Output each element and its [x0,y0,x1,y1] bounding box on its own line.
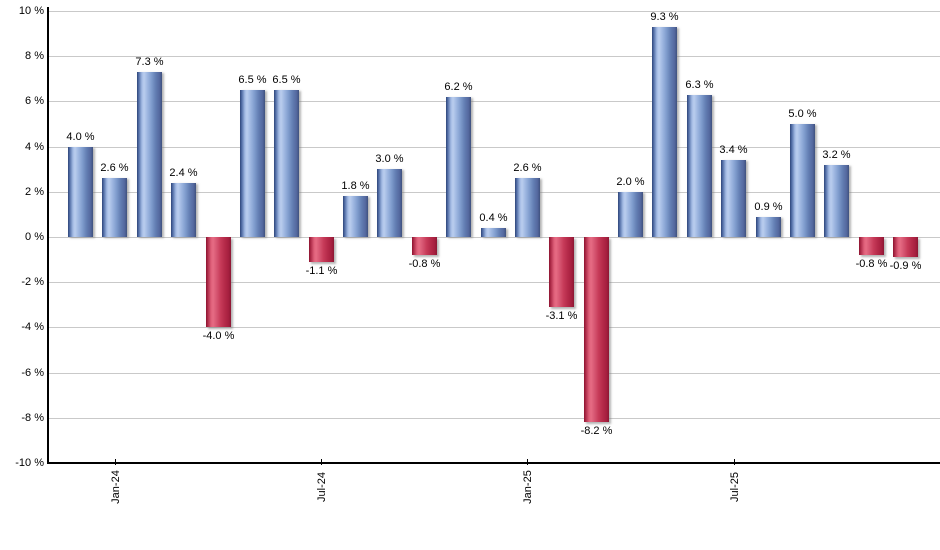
negative-bar [549,237,574,307]
negative-bar [584,237,609,422]
bar-value-label: -0.9 % [889,260,922,272]
y-tick-label: -10 % [15,457,44,469]
positive-bar [68,147,93,237]
gridline [48,282,940,283]
gridline [48,237,940,238]
y-tick-label: 8 % [25,50,44,62]
positive-bar [137,72,162,237]
y-tick-label: -6 % [21,367,44,379]
gridline [48,11,940,12]
negative-bar [893,237,918,257]
y-tick-label: -4 % [21,321,44,333]
bar-value-label: 2.0 % [616,176,645,188]
bar-value-label: 2.6 % [513,162,542,174]
bar-value-label: 0.9 % [754,201,783,213]
positive-bar [240,90,265,237]
positive-bar [824,165,849,237]
positive-bar [481,228,506,237]
negative-bar [859,237,884,255]
positive-bar [790,124,815,237]
positive-bar [652,27,677,237]
positive-bar [515,178,540,237]
x-tick-label: Jul-24 [316,472,328,502]
bar-value-label: 1.8 % [341,180,370,192]
y-axis-line [47,7,49,464]
x-tick-mark [527,459,528,465]
positive-bar [343,196,368,237]
x-tick-mark [115,459,116,465]
bar-value-label: -8.2 % [580,425,613,437]
y-tick-label: 0 % [25,231,44,243]
gridline [48,327,940,328]
bar-value-label: 6.5 % [272,74,301,86]
positive-bar [756,217,781,237]
bar-value-label: -0.8 % [855,258,888,270]
bar-value-label: 0.4 % [479,212,508,224]
x-tick-label: Jan-24 [110,470,122,504]
positive-bar [102,178,127,237]
gridline [48,373,940,374]
gridline [48,56,940,57]
bar-value-label: 7.3 % [135,56,164,68]
x-tick-label: Jul-25 [729,472,741,502]
y-tick-label: 2 % [25,186,44,198]
negative-bar [206,237,231,327]
bar-value-label: 2.4 % [169,167,198,179]
positive-bar [274,90,299,237]
positive-bar [721,160,746,237]
bar-value-label: 6.5 % [238,74,267,86]
negative-bar [309,237,334,262]
gridline [48,147,940,148]
positive-bar [171,183,196,237]
bar-value-label: 6.2 % [444,81,473,93]
bar-value-label: 9.3 % [650,11,679,23]
positive-bar [446,97,471,237]
x-tick-label: Jan-25 [522,470,534,504]
y-tick-label: 4 % [25,141,44,153]
negative-bar [412,237,437,255]
bar-value-label: 3.2 % [822,149,851,161]
positive-bar [377,169,402,237]
y-tick-label: 6 % [25,95,44,107]
x-tick-mark [734,459,735,465]
positive-bar [618,192,643,237]
gridline [48,192,940,193]
y-tick-label: -8 % [21,412,44,424]
bar-value-label: -4.0 % [202,330,235,342]
bar-value-label: -1.1 % [305,265,338,277]
bar-value-label: 3.0 % [375,153,404,165]
positive-bar [687,95,712,237]
x-tick-mark [321,459,322,465]
gridline [48,101,940,102]
bar-value-label: 6.3 % [685,79,714,91]
x-axis-line [48,462,940,464]
y-tick-label: 10 % [18,5,44,17]
bar-value-label: -0.8 % [408,258,441,270]
gridline [48,418,940,419]
bar-value-label: 2.6 % [100,162,129,174]
y-tick-label: -2 % [21,276,44,288]
bar-value-label: 3.4 % [719,144,748,156]
bar-value-label: 5.0 % [788,108,817,120]
bar-value-label: -3.1 % [545,310,578,322]
bar-value-label: 4.0 % [66,131,95,143]
